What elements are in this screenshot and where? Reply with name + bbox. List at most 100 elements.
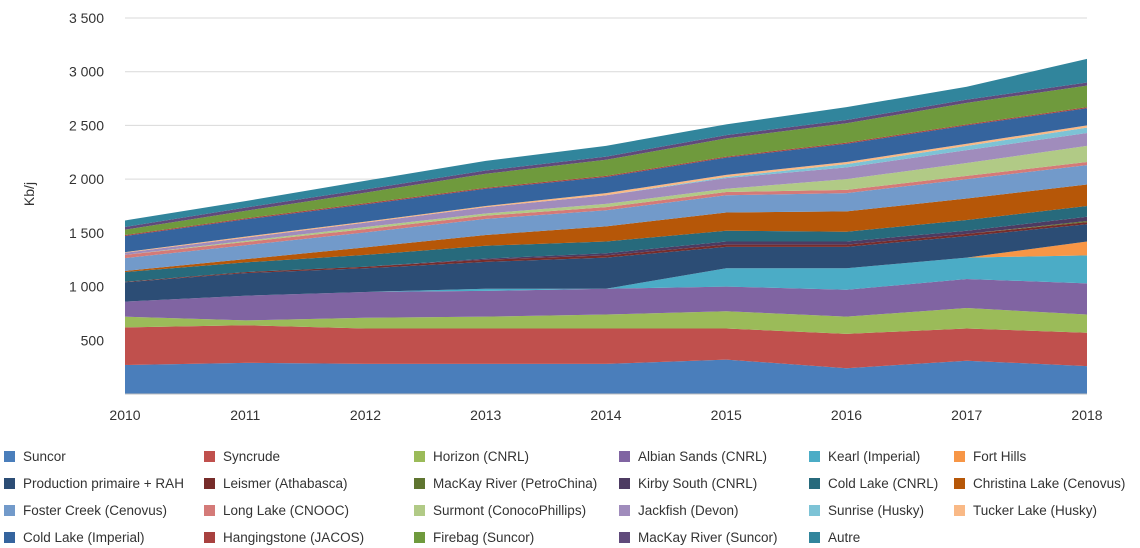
area-mackay-river-suncor bbox=[125, 82, 1087, 230]
legend-label: Sunrise (Husky) bbox=[828, 502, 925, 518]
legend-label: Firebag (Suncor) bbox=[433, 529, 535, 545]
area-firebag-suncor bbox=[125, 85, 1087, 236]
legend-swatch bbox=[204, 531, 215, 543]
legend-item-kearl-imperial: Kearl (Imperial) bbox=[809, 447, 920, 465]
area-surmont-conocophillips bbox=[125, 145, 1087, 255]
legend-item-mackay-river-petrochina: MacKay River (PetroChina) bbox=[414, 474, 597, 492]
chart-legend: Suncor Syncrude Horizon (CNRL) Albian Sands… bbox=[0, 446, 1140, 546]
legend-item-surmont-conocophillips: Surmont (ConocoPhillips) bbox=[414, 501, 586, 519]
legend-item-mackay-river-suncor: MacKay River (Suncor) bbox=[619, 528, 778, 546]
legend-swatch bbox=[414, 531, 425, 543]
legend-label: Long Lake (CNOOC) bbox=[223, 502, 350, 518]
area-horizon-cnrl bbox=[125, 308, 1087, 334]
legend-label: Syncrude bbox=[223, 448, 281, 464]
legend-swatch bbox=[414, 477, 425, 489]
stacked-area-chart: 500 1 000 1 500 2 000 2 500 3 000 3 500 2010 201… bbox=[21, 10, 1103, 423]
legend-label: Kirby South (CNRL) bbox=[638, 475, 758, 491]
legend-label: Albian Sands (CNRL) bbox=[638, 448, 768, 464]
legend-swatch bbox=[619, 531, 630, 543]
legend-swatch bbox=[619, 450, 630, 462]
area-hangingstone-jacos bbox=[125, 107, 1087, 237]
x-tick-label: 2011 bbox=[230, 407, 260, 423]
legend-label: Tucker Lake (Husky) bbox=[973, 502, 1098, 518]
legend-item-long-lake-cnooc: Long Lake (CNOOC) bbox=[204, 501, 349, 519]
legend-item-hangingstone-jacos: Hangingstone (JACOS) bbox=[204, 528, 364, 546]
area-autre bbox=[125, 58, 1087, 227]
legend-swatch bbox=[414, 450, 425, 462]
legend-swatch bbox=[954, 450, 965, 462]
legend-item-kirby-south-cnrl: Kirby South (CNRL) bbox=[619, 474, 757, 492]
x-tick-label: 2017 bbox=[951, 407, 982, 423]
legend-label: Suncor bbox=[23, 448, 66, 464]
legend-label: Fort Hills bbox=[973, 448, 1027, 464]
area-kearl-imperial bbox=[125, 255, 1087, 302]
legend-item-christina-lake-cenovus: Christina Lake (Cenovus) bbox=[954, 474, 1125, 492]
legend-swatch bbox=[809, 504, 820, 516]
legend-label: Horizon (CNRL) bbox=[433, 448, 530, 464]
legend-label: Christina Lake (Cenovus) bbox=[973, 475, 1126, 491]
legend-label: Cold Lake (CNRL) bbox=[828, 475, 939, 491]
area-foster-creek-cenovus bbox=[125, 165, 1087, 271]
area-tucker-lake-husky bbox=[125, 125, 1087, 253]
x-tick-label: 2012 bbox=[350, 407, 381, 423]
legend-swatch bbox=[4, 450, 15, 462]
legend-label: Jackfish (Devon) bbox=[638, 502, 739, 518]
legend-item-horizon-cnrl: Horizon (CNRL) bbox=[414, 447, 529, 465]
area-cold-lake-cnrl bbox=[125, 206, 1087, 282]
y-tick-label: 1 000 bbox=[69, 279, 104, 295]
legend-item-sunrise-husky: Sunrise (Husky) bbox=[809, 501, 924, 519]
y-tick-label: 2 000 bbox=[69, 171, 104, 187]
legend-swatch bbox=[414, 504, 425, 516]
legend-swatch bbox=[204, 504, 215, 516]
legend-swatch bbox=[4, 477, 15, 489]
legend-label: MacKay River (PetroChina) bbox=[433, 475, 598, 491]
legend-label: Cold Lake (Imperial) bbox=[23, 529, 145, 545]
y-tick-label: 1 500 bbox=[69, 225, 104, 241]
legend-item-autre: Autre bbox=[809, 528, 860, 546]
legend-swatch bbox=[619, 504, 630, 516]
area-production-primaire-rah bbox=[125, 224, 1087, 302]
x-tick-label: 2016 bbox=[831, 407, 862, 423]
area-albian-sands-cnrl bbox=[125, 279, 1087, 321]
legend-item-leismer-athabasca: Leismer (Athabasca) bbox=[204, 474, 348, 492]
x-tick-label: 2018 bbox=[1071, 407, 1102, 423]
legend-item-cold-lake-cnrl: Cold Lake (CNRL) bbox=[809, 474, 938, 492]
y-tick-label: 500 bbox=[81, 332, 105, 348]
legend-swatch bbox=[204, 477, 215, 489]
legend-swatch bbox=[4, 504, 15, 516]
y-tick-label: 3 000 bbox=[69, 64, 104, 80]
legend-label: Leismer (Athabasca) bbox=[223, 475, 348, 491]
legend-swatch bbox=[204, 450, 215, 462]
legend-item-foster-creek-cenovus: Foster Creek (Cenovus) bbox=[4, 501, 167, 519]
legend-label: Surmont (ConocoPhillips) bbox=[433, 502, 587, 518]
x-tick-label: 2013 bbox=[470, 407, 501, 423]
area-christina-lake-cenovus bbox=[125, 184, 1087, 273]
legend-swatch bbox=[809, 531, 820, 543]
area-leismer-athabasca bbox=[125, 222, 1087, 283]
legend-swatch bbox=[809, 450, 820, 462]
y-tick-label: 2 500 bbox=[69, 117, 104, 133]
legend-item-firebag-suncor: Firebag (Suncor) bbox=[414, 528, 534, 546]
legend-label: MacKay River (Suncor) bbox=[638, 529, 778, 545]
legend-item-tucker-lake-husky: Tucker Lake (Husky) bbox=[954, 501, 1097, 519]
y-tick-label: 3 500 bbox=[69, 10, 104, 26]
x-tick-label: 2010 bbox=[109, 407, 140, 423]
area-cold-lake-imperial bbox=[125, 108, 1087, 253]
legend-label: Hangingstone (JACOS) bbox=[223, 529, 365, 545]
legend-swatch bbox=[954, 477, 965, 489]
legend-swatch bbox=[619, 477, 630, 489]
area-syncrude bbox=[125, 325, 1087, 369]
legend-swatch bbox=[809, 477, 820, 489]
x-tick-label: 2015 bbox=[711, 407, 742, 423]
legend-label: Kearl (Imperial) bbox=[828, 448, 921, 464]
legend-label: Autre bbox=[828, 529, 861, 545]
legend-item-production-primaire-rah: Production primaire + RAH bbox=[4, 474, 184, 492]
area-suncor bbox=[125, 359, 1087, 394]
area-long-lake-cnooc bbox=[125, 161, 1087, 259]
legend-item-fort-hills: Fort Hills bbox=[954, 447, 1026, 465]
legend-item-suncor: Suncor bbox=[4, 447, 66, 465]
legend-item-syncrude: Syncrude bbox=[204, 447, 280, 465]
area-jackfish-devon bbox=[125, 132, 1087, 255]
legend-item-jackfish-devon: Jackfish (Devon) bbox=[619, 501, 739, 519]
x-tick-label: 2014 bbox=[590, 407, 621, 423]
